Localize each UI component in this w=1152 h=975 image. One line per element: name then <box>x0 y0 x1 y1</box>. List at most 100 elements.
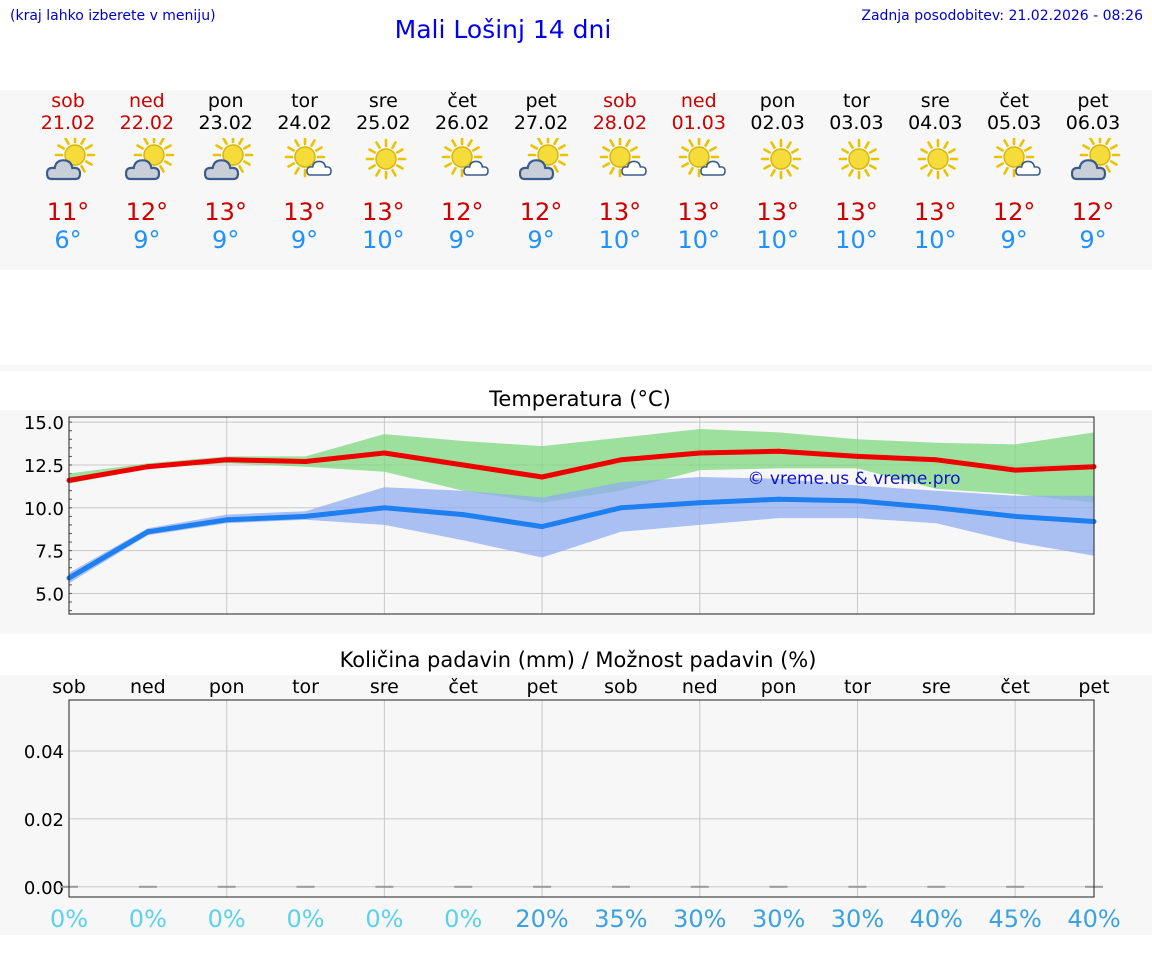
max-temperature-point <box>303 459 309 465</box>
max-temperature-point <box>776 448 782 454</box>
precipitation-tick-label: 0.04 <box>24 742 64 763</box>
min-temperature: 9° <box>1079 226 1107 254</box>
max-temperature: 12° <box>1071 198 1115 226</box>
day-date: 26.02 <box>435 112 490 134</box>
min-temperature: 9° <box>133 226 161 254</box>
max-temperature-point <box>854 453 860 459</box>
precipitation-probability: 0% <box>49 905 89 933</box>
watermark: © vreme.us & vreme.pro <box>747 469 960 489</box>
sun-small-cloud-icon <box>440 136 490 182</box>
precipitation-probability: 0% <box>444 905 483 933</box>
precipitation-probability: 40% <box>909 905 963 933</box>
precipitation-tick-label: 0.02 <box>24 810 64 831</box>
precipitation-bar <box>296 885 315 888</box>
precipitation-probability: 0% <box>207 905 246 933</box>
precipitation-probability: 20% <box>515 905 569 933</box>
day-date: 04.03 <box>908 112 963 134</box>
max-temperature-point <box>224 457 230 463</box>
day-name: sre <box>920 90 950 112</box>
precipitation-day-label: ned <box>130 676 166 698</box>
min-temperature-point <box>776 496 782 502</box>
max-temperature: 13° <box>598 198 642 226</box>
precipitation-bar <box>1006 885 1025 888</box>
separator-band <box>0 365 1152 371</box>
precipitation-probability: 45% <box>988 905 1042 933</box>
day-name: ned <box>128 90 165 112</box>
max-temperature-line <box>68 448 1095 483</box>
max-temperature: 13° <box>283 198 326 226</box>
min-temperature: 6° <box>54 226 82 254</box>
min-temperature-point <box>1012 513 1018 519</box>
max-temperature-point <box>1012 467 1018 473</box>
day-date: 01.03 <box>671 112 726 134</box>
temperature-axes-frame <box>68 416 1095 615</box>
precipitation-probability: 30% <box>751 905 806 933</box>
sun-small-cloud-icon <box>992 136 1042 182</box>
max-temperature: 13° <box>677 198 721 226</box>
precipitation-bar <box>138 885 157 888</box>
min-temperature: 9° <box>1000 226 1028 254</box>
max-temperature: 13° <box>914 198 957 226</box>
precipitation-probability: 35% <box>594 905 648 933</box>
day-date: 28.02 <box>592 112 648 134</box>
precipitation-day-label: pet <box>1078 676 1109 698</box>
min-temperature: 9° <box>290 226 319 254</box>
precipitation-chart-title: Količina padavin (mm) / Možnost padavin … <box>339 648 817 672</box>
day-date: 25.02 <box>356 112 411 134</box>
min-temperature-point <box>933 505 939 511</box>
page-title: Mali Lošinj 14 dni <box>394 15 612 44</box>
max-temperature: 11° <box>46 198 90 226</box>
day-name: pet <box>1077 90 1109 112</box>
temperature-tick-label: 12.5 <box>24 456 64 477</box>
max-temperature-point <box>539 474 545 480</box>
min-temperature-point <box>145 529 151 535</box>
min-temperature: 10° <box>914 226 957 254</box>
precipitation-bar <box>690 885 709 888</box>
max-temperature: 13° <box>362 198 405 226</box>
max-temperature: 12° <box>992 198 1036 226</box>
min-temperature: 9° <box>212 226 240 254</box>
day-date: 06.03 <box>1065 112 1121 134</box>
max-temperature: 13° <box>756 198 799 226</box>
max-temperature: 12° <box>125 198 169 226</box>
precipitation-bar <box>454 885 473 888</box>
min-temperature-point <box>381 505 387 511</box>
max-temperature-point <box>145 464 151 470</box>
day-date: 21.02 <box>40 112 96 134</box>
day-date: 05.03 <box>986 112 1042 134</box>
precipitation-day-label: sob <box>604 676 638 698</box>
min-temperature-point <box>303 513 309 519</box>
min-temperature-point <box>618 505 624 511</box>
temperature-tick-label: 15.0 <box>24 413 64 434</box>
sun-cloud-icon <box>203 134 254 182</box>
day-name: pet <box>525 90 557 112</box>
precipitation-probability: 0% <box>128 905 167 933</box>
min-temperature: 9° <box>527 226 555 254</box>
day-date: 02.03 <box>750 112 805 134</box>
min-temperature-point <box>460 512 466 518</box>
precipitation-probability: 30% <box>673 905 727 933</box>
sun-icon <box>756 138 806 182</box>
precipitation-bar <box>927 885 946 888</box>
precipitation-day-label: pon <box>761 676 797 698</box>
precipitation-probability: 30% <box>830 905 885 933</box>
sun-icon <box>834 138 884 182</box>
precipitation-day-label: sob <box>52 676 86 698</box>
precipitation-day-label: sre <box>922 676 951 698</box>
temperature-chart-title: Temperatura (°C) <box>489 387 671 411</box>
day-date: 23.02 <box>198 112 253 134</box>
min-temperature: 9° <box>448 226 476 254</box>
precipitation-day-label: čet <box>1000 676 1030 698</box>
precipitation-day-label: ned <box>682 676 718 698</box>
day-name: sob <box>603 90 637 112</box>
sun-icon <box>361 138 411 182</box>
precipitation-probability: 0% <box>286 905 325 933</box>
day-name: tor <box>291 90 318 112</box>
max-temperature-point <box>697 450 703 456</box>
sun-icon <box>913 138 963 182</box>
precipitation-plot-area <box>69 700 1094 897</box>
sun-cloud-icon <box>124 134 175 182</box>
precipitation-day-label: sre <box>370 676 399 698</box>
day-date: 22.02 <box>119 112 175 134</box>
